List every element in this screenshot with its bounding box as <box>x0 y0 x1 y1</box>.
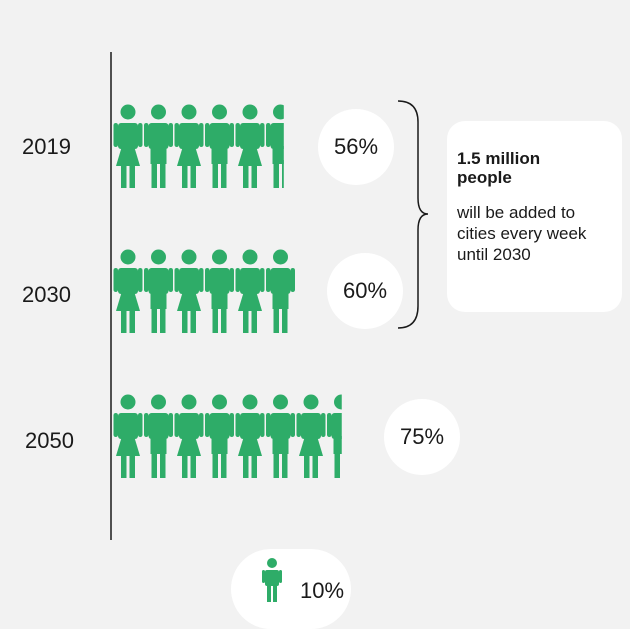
person-figure-icon <box>113 249 143 333</box>
person-figure-icon <box>266 249 295 333</box>
year-label-2030: 2030 <box>22 282 71 307</box>
legend: 10% <box>231 549 351 629</box>
person-figure-icon <box>174 104 204 188</box>
person-figure-icon <box>113 394 143 478</box>
value-bubble-2019: 56% <box>318 109 394 185</box>
annotation-body: will be added to cities every week until… <box>457 203 587 264</box>
value-bubble-2030: 60% <box>327 253 403 329</box>
person-figure-icon <box>205 249 234 333</box>
legend-label: 10% <box>300 578 345 603</box>
person-figure-icon <box>113 104 143 188</box>
person-figure-icon <box>235 249 265 333</box>
figure-row-2030 <box>113 249 295 333</box>
year-label-2019: 2019 <box>22 134 71 159</box>
person-figure-icon <box>144 249 173 333</box>
person-figure-icon <box>235 394 265 478</box>
person-figure-icon <box>296 394 326 478</box>
figure-row-2050 <box>113 394 342 478</box>
figure-row-2019 <box>113 104 284 188</box>
person-figure-icon <box>205 104 234 188</box>
person-figure-icon <box>266 104 284 188</box>
person-figure-icon <box>327 394 342 478</box>
person-figure-icon <box>174 249 204 333</box>
annotation-callout: 1.5 million people will be added to citi… <box>447 121 622 312</box>
person-figure-icon <box>205 394 234 478</box>
person-figure-icon <box>235 104 265 188</box>
person-figure-icon <box>174 394 204 478</box>
value-label-2030: 60% <box>342 278 388 303</box>
person-figure-icon <box>144 394 173 478</box>
value-label-2050: 75% <box>399 424 445 449</box>
figure-rows <box>113 104 342 478</box>
value-bubble-2050: 75% <box>384 399 460 475</box>
annotation-headline: 1.5 million people <box>457 149 541 187</box>
person-figure-icon <box>144 104 173 188</box>
year-label-2050: 2050 <box>25 428 74 453</box>
person-figure-icon <box>266 394 295 478</box>
annotation-bracket <box>397 100 429 329</box>
value-label-2019: 56% <box>333 134 379 159</box>
legend-figure-icon <box>262 558 282 602</box>
